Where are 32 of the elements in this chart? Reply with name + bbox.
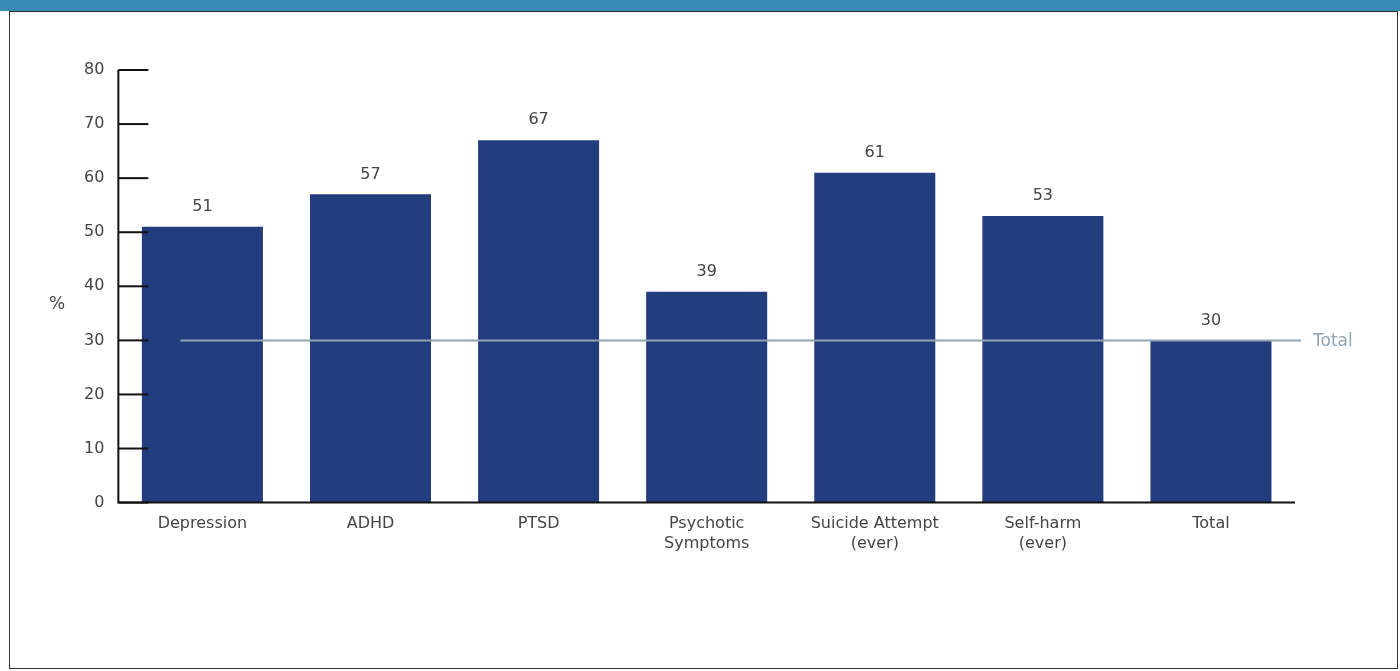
x-tick-label: Psychotic Symptoms [664, 513, 750, 552]
y-tick-label: 80 [84, 59, 105, 79]
x-tick-label: Total [1191, 513, 1230, 533]
ref-line-label: Total [1312, 329, 1353, 350]
data-label: 67 [528, 109, 549, 129]
y-axis-title: % [48, 292, 66, 313]
y-tick-label: 40 [84, 275, 105, 295]
bar [646, 291, 768, 503]
bar [309, 194, 432, 503]
x-tick-label: Suicide Attempt (ever) [810, 513, 939, 552]
y-tick-label: 70 [84, 113, 105, 133]
x-tick-label: Self-harm (ever) [1004, 513, 1082, 552]
data-label: 39 [696, 260, 717, 280]
bar [141, 226, 263, 503]
y-tick-label: 60 [84, 167, 105, 187]
x-tick-label: PTSD [517, 513, 560, 533]
y-tick-label: 0 [94, 491, 105, 511]
y-tick-label: 50 [84, 221, 105, 241]
data-label: 51 [192, 195, 213, 215]
bar [478, 140, 600, 503]
y-tick-label: 20 [84, 383, 105, 403]
bar [814, 172, 936, 503]
y-tick-label: 30 [84, 329, 105, 349]
data-label: 61 [864, 141, 885, 161]
bar [1150, 340, 1272, 503]
data-label: 30 [1200, 309, 1222, 329]
data-label: 53 [1032, 185, 1054, 205]
bar [982, 216, 1104, 503]
y-tick-label: 10 [84, 437, 105, 457]
x-tick-label: Depression [157, 513, 248, 533]
data-label: 57 [360, 163, 381, 183]
x-tick-label: ADHD [346, 513, 395, 533]
